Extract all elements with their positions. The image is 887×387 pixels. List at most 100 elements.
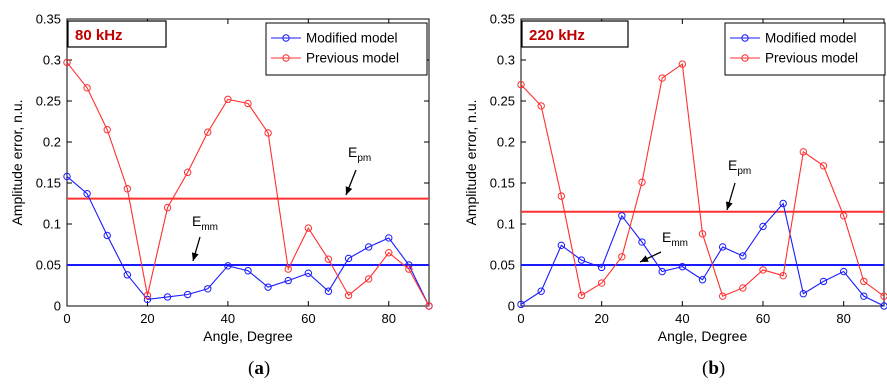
caption-letter: b: [708, 358, 719, 379]
legend-marker-modified-model: [282, 34, 290, 42]
data-point-modified-model: [405, 261, 413, 269]
data-point-modified-model: [839, 267, 848, 276]
data-point-modified-model: [284, 276, 292, 285]
data-point-modified-model: [698, 276, 707, 284]
data-point-previous-model: [759, 266, 767, 274]
y-tick-label: 0.15: [36, 176, 61, 191]
annotation-arrow-head: [640, 255, 649, 262]
x-tick-label: 0: [517, 311, 524, 326]
data-point-modified-model: [83, 189, 91, 198]
y-tick-label: 0: [54, 299, 61, 314]
x-axis-label: Angle, Degree: [203, 328, 293, 344]
y-tick-label: 0.3: [43, 53, 61, 68]
legend-marker-previous-model: [282, 54, 290, 62]
x-tick-label: 40: [221, 311, 235, 326]
data-point-previous-model: [304, 224, 313, 232]
x-tick-label: 20: [140, 311, 154, 326]
data-point-modified-model: [739, 252, 747, 260]
legend-marker-previous-model: [741, 54, 749, 62]
data-point-previous-model: [63, 58, 71, 67]
y-tick-label: 0.05: [36, 258, 61, 273]
annotation-arrow-head: [191, 252, 199, 261]
annotation-emm: Emm: [192, 213, 218, 233]
data-point-modified-model: [364, 243, 373, 251]
data-point-previous-model: [385, 249, 393, 257]
series-line-previous-model: [520, 63, 885, 297]
data-point-previous-model: [739, 284, 747, 292]
data-point-modified-model: [799, 290, 808, 298]
data-point-modified-model: [304, 269, 313, 277]
data-point-previous-model: [658, 74, 666, 82]
data-point-modified-model: [759, 222, 767, 231]
y-axis-label: Amplitude error, n.u.: [9, 99, 25, 225]
data-point-modified-model: [618, 212, 626, 220]
data-point-modified-model: [860, 292, 868, 300]
data-point-modified-model: [143, 295, 152, 304]
legend-label-previous-model: Previous model: [306, 51, 399, 66]
annotation-arrow-head: [725, 201, 733, 210]
x-tick-label: 80: [836, 311, 850, 326]
data-point-previous-model: [103, 126, 111, 134]
caption-open-paren: (: [248, 358, 254, 379]
y-tick-label: 0.15: [490, 176, 515, 191]
data-point-modified-model: [63, 172, 71, 181]
data-point-previous-model: [324, 255, 333, 263]
data-point-modified-model: [819, 277, 828, 286]
annotation-emm: Emm: [662, 229, 688, 249]
legend-label-previous-model: Previous model: [765, 51, 858, 66]
data-point-modified-model: [163, 293, 172, 301]
data-point-modified-model: [557, 241, 566, 250]
x-tick-label: 60: [301, 311, 315, 326]
y-tick-label: 0.2: [43, 135, 61, 150]
data-point-previous-model: [143, 291, 152, 300]
data-point-modified-model: [678, 262, 687, 271]
data-point-previous-model: [364, 275, 373, 283]
legend-label-modified-model: Modified model: [306, 31, 398, 46]
chart-panel-a: 0 0.05 0.1 0.15 0.2 0.25 0.3 0.35 0 20 40 60 80 Angle…: [9, 12, 433, 379]
annotation-subscript: mm: [671, 238, 688, 249]
data-point-previous-model: [244, 99, 252, 108]
data-point-modified-model: [103, 231, 111, 240]
annotation-symbol: E: [662, 229, 671, 245]
data-point-modified-model: [244, 267, 252, 275]
x-tick-label: 20: [594, 311, 608, 326]
caption-open-paren: (: [702, 358, 708, 379]
legend-marker-modified-model: [741, 34, 749, 42]
data-point-previous-model: [344, 291, 353, 300]
y-tick-label: 0.25: [490, 94, 515, 109]
y-tick-label: 0.05: [490, 258, 515, 273]
legend-box: [265, 22, 428, 76]
data-point-modified-model: [183, 290, 192, 299]
y-tick-label: 0.2: [497, 135, 515, 150]
data-point-previous-model: [517, 80, 525, 89]
annotation-epm: Epm: [348, 144, 371, 164]
data-point-previous-model: [860, 277, 868, 286]
panel-caption: (a): [248, 358, 270, 379]
data-point-modified-model: [658, 267, 666, 276]
panel-caption: (b): [702, 358, 725, 379]
chart-panel-b: 0 0.05 0.1 0.15 0.2 0.25 0.3 0.35 0 20 40 60 80 Angle…: [463, 12, 887, 379]
y-tick-label: 0: [508, 299, 515, 314]
data-point-previous-model: [405, 265, 413, 273]
data-point-modified-model: [597, 263, 606, 272]
y-axis-label: Amplitude error, n.u.: [463, 99, 479, 225]
caption-close-paren: ): [719, 358, 725, 379]
x-tick-label: 80: [382, 311, 396, 326]
data-point-previous-model: [718, 292, 727, 300]
data-point-previous-model: [618, 253, 626, 261]
data-point-previous-model: [698, 230, 707, 238]
data-point-modified-model: [324, 287, 333, 295]
annotation-symbol: E: [728, 157, 737, 173]
legend-label-modified-model: Modified model: [765, 31, 857, 46]
chart-title: 220 kHz: [529, 27, 585, 44]
y-tick-label: 0.1: [497, 217, 515, 232]
annotation-arrow-head: [345, 186, 353, 195]
data-point-previous-model: [577, 291, 586, 300]
caption-close-paren: ): [264, 358, 270, 379]
data-point-modified-model: [880, 302, 887, 310]
y-tick-label: 0.35: [36, 12, 61, 27]
data-point-previous-model: [224, 95, 232, 104]
data-point-previous-model: [425, 302, 433, 310]
data-point-modified-model: [638, 238, 646, 246]
data-point-previous-model: [163, 203, 172, 212]
